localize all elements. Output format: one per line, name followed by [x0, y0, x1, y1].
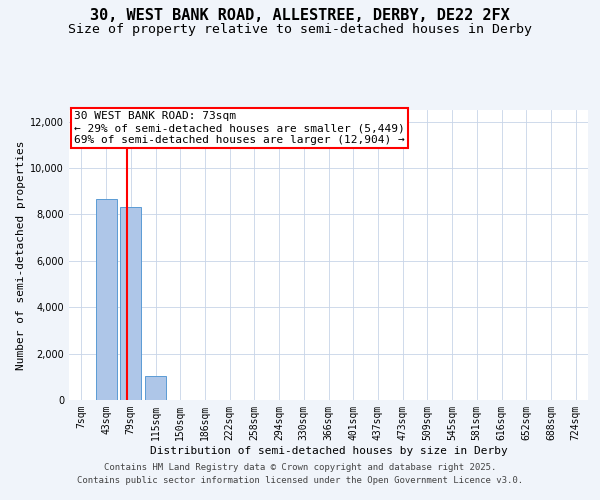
Y-axis label: Number of semi-detached properties: Number of semi-detached properties: [16, 140, 26, 370]
Text: Contains HM Land Registry data © Crown copyright and database right 2025.: Contains HM Land Registry data © Crown c…: [104, 464, 496, 472]
Bar: [145, 376, 166, 400]
Text: 30 WEST BANK ROAD: 73sqm
← 29% of semi-detached houses are smaller (5,449)
69% o: 30 WEST BANK ROAD: 73sqm ← 29% of semi-d…: [74, 112, 405, 144]
Text: Size of property relative to semi-detached houses in Derby: Size of property relative to semi-detach…: [68, 22, 532, 36]
Text: 30, WEST BANK ROAD, ALLESTREE, DERBY, DE22 2FX: 30, WEST BANK ROAD, ALLESTREE, DERBY, DE…: [90, 8, 510, 22]
Bar: [95, 200, 116, 400]
X-axis label: Distribution of semi-detached houses by size in Derby: Distribution of semi-detached houses by …: [149, 446, 508, 456]
Text: Contains public sector information licensed under the Open Government Licence v3: Contains public sector information licen…: [77, 476, 523, 485]
Bar: [120, 208, 141, 400]
